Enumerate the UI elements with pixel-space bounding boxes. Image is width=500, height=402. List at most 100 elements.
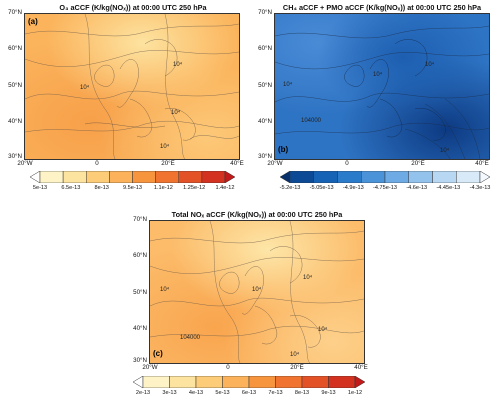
panel-a-label: (a) (28, 17, 38, 26)
lat-tick-40n: 40°N (258, 118, 272, 125)
panel-a-colorbar-svg (30, 171, 235, 183)
lat-tick-40n: 40°N (8, 118, 22, 125)
colorbar-segment (337, 171, 362, 183)
panel-b-colorbar (280, 171, 490, 183)
lon-tick-20e: 20°E (161, 160, 175, 167)
colorbar-min-triangle (280, 171, 291, 183)
colorbar-tick-label: 6e-13 (241, 390, 257, 396)
panel-c-label: (c) (153, 349, 163, 358)
lon-tick-40e: 40°E (230, 160, 244, 167)
colorbar-segment (132, 171, 156, 183)
colorbar-max-triangle (354, 376, 365, 388)
lon-tick-40e: 40°E (475, 160, 489, 167)
colorbar-max-triangle (479, 171, 490, 183)
colorbar-tick-label: 1.1e-12 (153, 185, 173, 191)
colorbar-segment (361, 171, 386, 183)
colorbar-segment (86, 171, 110, 183)
colorbar-segment (248, 376, 276, 388)
colorbar-segment (432, 171, 457, 183)
colorbar-tick-label: 8e-13 (94, 185, 109, 191)
panel-a-contour-label-3: 10⁴ (171, 109, 181, 116)
lat-tick-50n: 50°N (258, 82, 272, 89)
lat-tick-70n: 70°N (133, 216, 147, 223)
colorbar-tick-label: 1e-12 (347, 390, 363, 396)
panel-a-title: O₃ aCCF (K/kg(NOₓ)) at 00:00 UTC 250 hPa (59, 3, 207, 12)
colorbar-tick-label: -4.3e-13 (469, 185, 491, 191)
panel-b-contour-label-2: 10⁴ (373, 71, 383, 78)
colorbar-min-triangle (30, 171, 41, 183)
lat-tick-30n: 30°N (133, 357, 147, 364)
panel-c-colorbar (133, 376, 365, 388)
colorbar-tick-label: 9e-13 (321, 390, 336, 396)
colorbar-segment (155, 171, 179, 183)
colorbar-tick-label: 2e-13 (135, 390, 151, 396)
lon-tick-0: 0 (345, 160, 349, 167)
panel-c-contour-label-3: 10⁴ (303, 274, 313, 281)
panel-a-contour-label-4: 10⁴ (160, 143, 170, 150)
colorbar-tick-label: 4e-13 (188, 390, 204, 396)
colorbar-segment (275, 376, 303, 388)
colorbar-segment (39, 171, 64, 183)
panel-c-title: Total NOₓ aCCF (K/kg(NOₓ)) at 00:00 UTC … (171, 210, 343, 219)
panel-b-map-svg: 10⁴ 10⁴ 104000 10⁴ 10⁴ (275, 14, 489, 159)
lat-tick-60n: 60°N (133, 252, 147, 259)
lat-tick-30n: 30°N (258, 153, 272, 160)
colorbar-tick-label: -4.75e-13 (373, 185, 397, 191)
colorbar-segment (178, 171, 203, 183)
lon-tick-0: 0 (226, 364, 230, 371)
lon-tick-0: 0 (95, 160, 99, 167)
lon-tick-20e: 20°E (290, 364, 304, 371)
panel-ch4-pmo-accf: CH₄ aCCF + PMO aCCF (K/kg(NOₓ)) at 00:00… (250, 0, 500, 195)
colorbar-segment (313, 171, 338, 183)
colorbar-tick-label: 1.4e-12 (215, 185, 235, 191)
colorbar-segment (408, 171, 433, 183)
colorbar-tick-label: 5e-13 (32, 185, 48, 191)
colorbar-segment (222, 376, 250, 388)
panel-a-map-svg: 10⁴ 10⁴ 10⁴ 10⁴ (25, 14, 239, 159)
lat-tick-50n: 50°N (8, 82, 22, 89)
panel-c-contour-label-4: 104000 (180, 335, 201, 341)
panel-a-contour-label-2: 10⁴ (173, 61, 183, 68)
panel-b-title: CH₄ aCCF + PMO aCCF (K/kg(NOₓ)) at 00:00… (282, 3, 482, 12)
colorbar-tick-label: -4.9e-13 (342, 185, 364, 191)
panel-b-map: 10⁴ 10⁴ 104000 10⁴ 10⁴ (b) (274, 13, 490, 160)
lon-tick-20w: 20°W (267, 160, 283, 167)
panel-c-contour-label-6: 10⁴ (290, 351, 300, 358)
lon-tick-20w: 20°W (17, 160, 33, 167)
colorbar-segment (301, 376, 329, 388)
colorbar-tick-label: -4.45e-13 (436, 185, 461, 191)
colorbar-segment (169, 376, 197, 388)
lat-tick-30n: 30°N (8, 153, 22, 160)
colorbar-segment (328, 376, 356, 388)
colorbar-tick-label: 6.5e-13 (61, 185, 81, 191)
lon-tick-40e: 40°E (354, 364, 368, 371)
colorbar-tick-label: 3e-13 (162, 390, 177, 396)
lat-tick-50n: 50°N (133, 289, 147, 296)
lat-tick-60n: 60°N (258, 45, 272, 52)
panel-total-nox-accf: Total NOₓ aCCF (K/kg(NOₓ)) at 00:00 UTC … (125, 207, 375, 402)
colorbar-tick-label: -4.6e-13 (406, 185, 428, 191)
lon-tick-20w: 20°W (142, 364, 158, 371)
panel-c-map-svg: 10⁴ 10⁴ 10⁴ 104000 10⁴ 10⁴ (150, 221, 364, 363)
panel-c-map: 10⁴ 10⁴ 10⁴ 104000 10⁴ 10⁴ (c) (149, 220, 365, 364)
colorbar-segment (142, 376, 170, 388)
lon-tick-20e: 20°E (411, 160, 425, 167)
colorbar-segment (289, 171, 314, 183)
colorbar-tick-label: 5e-13 (215, 390, 230, 396)
colorbar-segment (62, 171, 87, 183)
colorbar-tick-label: 1.25e-12 (183, 185, 206, 191)
colorbar-min-triangle (133, 376, 144, 388)
panel-c-colorbar-svg (133, 376, 365, 388)
panel-c-contour-label-1: 10⁴ (160, 286, 170, 293)
panel-a-map: 10⁴ 10⁴ 10⁴ 10⁴ (a) (24, 13, 240, 160)
colorbar-tick-label: 9.5e-13 (123, 185, 142, 191)
lat-tick-70n: 70°N (8, 9, 22, 16)
lat-tick-70n: 70°N (258, 9, 272, 16)
panel-b-label: (b) (278, 145, 289, 154)
panel-b-contour-label-4: 10⁴ (425, 61, 435, 68)
colorbar-segment (456, 171, 481, 183)
lat-tick-60n: 60°N (8, 45, 22, 52)
panel-o3-accf: O₃ aCCF (K/kg(NOₓ)) at 00:00 UTC 250 hPa… (0, 0, 250, 195)
panel-c-contour-label-2: 10⁴ (252, 286, 262, 293)
panel-b-contour-label-1: 10⁴ (283, 81, 293, 88)
